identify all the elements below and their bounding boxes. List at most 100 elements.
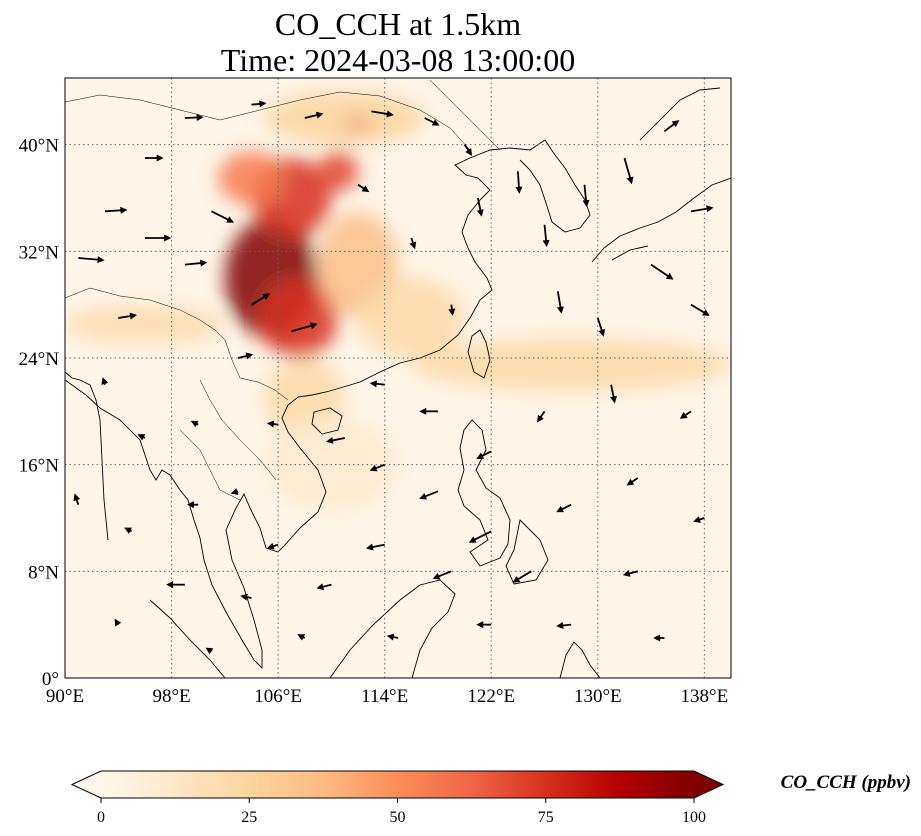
wind-vector-head xyxy=(431,119,440,126)
wind-vector-head xyxy=(137,434,146,441)
wind-vector-shaft xyxy=(623,157,632,181)
borneo-coastline xyxy=(329,579,456,678)
colorbar-gradient xyxy=(101,771,694,798)
wind-vector xyxy=(144,234,172,242)
wind-vector xyxy=(357,183,370,193)
wind-vector-shaft xyxy=(78,257,101,261)
wind-vector xyxy=(386,633,399,641)
wind-vector xyxy=(650,263,674,280)
wind-vector-head xyxy=(166,581,174,589)
colorbar-ticks: 0 25 50 75 100 xyxy=(97,798,706,826)
wind-vector xyxy=(304,111,324,119)
wind-vectors xyxy=(73,100,714,655)
wind-vector-head xyxy=(315,111,324,119)
wind-vector xyxy=(184,259,208,267)
wind-vector xyxy=(556,621,572,629)
wind-vector xyxy=(409,237,417,250)
japan-coastline xyxy=(591,87,731,263)
wind-vector-head xyxy=(679,412,688,419)
wind-vector xyxy=(240,593,252,601)
wind-vector-head xyxy=(325,436,334,444)
wind-vector-head xyxy=(432,572,441,580)
philippines-coastline xyxy=(457,419,549,585)
border-line xyxy=(179,429,241,501)
wind-vector-head xyxy=(542,239,550,248)
wind-vector xyxy=(663,120,680,133)
wind-vector-head xyxy=(230,488,239,495)
wind-vector-head xyxy=(468,536,477,543)
colorbar-label: CO_CCH (ppbv) xyxy=(781,772,911,793)
wind-vector-head xyxy=(512,575,521,583)
wind-vector xyxy=(137,434,146,441)
wind-vector-head xyxy=(156,154,164,162)
wind-vector-head xyxy=(419,407,427,415)
wind-vector xyxy=(476,621,492,629)
wind-vector-head xyxy=(129,312,138,320)
border-line xyxy=(65,287,289,401)
wind-vector-head xyxy=(226,216,235,223)
co-plume xyxy=(264,91,425,145)
wind-vector xyxy=(690,303,710,316)
wind-vector xyxy=(118,312,138,320)
wind-vector-head xyxy=(476,209,484,217)
wind-vector xyxy=(73,493,81,505)
wind-vector-shaft xyxy=(690,207,710,213)
colorbar-min-extension xyxy=(72,771,101,798)
wind-vector-head xyxy=(515,186,523,194)
wind-vector xyxy=(237,352,254,360)
wind-vector xyxy=(114,618,122,627)
wind-vector-head xyxy=(386,110,394,118)
wind-vector xyxy=(184,114,204,122)
colorbar-tick-label: 75 xyxy=(538,809,554,826)
wind-vector xyxy=(515,171,523,194)
lat-tick-label: 8°N xyxy=(28,562,59,583)
wind-vector-head xyxy=(626,176,634,185)
wind-vector-head xyxy=(240,593,248,601)
colorbar-tick-label: 0 xyxy=(97,809,105,826)
wind-vector xyxy=(371,110,394,118)
wind-vector xyxy=(432,570,452,580)
wind-vector-head xyxy=(582,199,590,208)
wind-vector-head xyxy=(101,377,109,385)
wind-vector xyxy=(186,501,199,509)
wind-vector xyxy=(419,407,438,415)
co-plume xyxy=(358,278,465,358)
korea-coastline xyxy=(454,139,591,249)
wind-vector xyxy=(542,224,550,248)
wind-vector-head xyxy=(701,309,710,316)
wind-vector-head xyxy=(665,272,674,280)
wind-vector xyxy=(166,581,185,589)
wind-vector-head xyxy=(409,241,417,250)
wind-vector-head xyxy=(369,464,378,472)
wind-vector-head xyxy=(266,542,275,550)
wind-vector-shaft xyxy=(650,263,671,279)
wind-vector-head xyxy=(622,569,631,577)
co-plume xyxy=(264,358,345,438)
wind-vector xyxy=(448,304,456,316)
wind-vector-shaft xyxy=(516,171,521,190)
wind-vector-head xyxy=(626,478,635,486)
wind-vector xyxy=(679,410,692,419)
colorbar-tick-label: 100 xyxy=(682,809,706,826)
lon-tick-label: 122°E xyxy=(467,686,515,707)
wind-vector-head xyxy=(465,148,473,156)
lat-tick-label: 0° xyxy=(42,669,59,690)
wind-vector xyxy=(251,100,267,108)
lat-tick-label: 16°N xyxy=(19,456,60,477)
wind-vector-head xyxy=(556,621,564,629)
wind-vector xyxy=(512,570,532,583)
co-plume xyxy=(258,278,339,358)
wind-vector-head xyxy=(448,308,456,316)
wind-vector xyxy=(476,197,484,217)
map-frame xyxy=(64,77,732,679)
wind-vector-head xyxy=(309,322,318,330)
wind-vector xyxy=(190,420,199,428)
colorbar-tick-label: 25 xyxy=(241,809,257,826)
wind-vector xyxy=(291,322,318,333)
wind-vector-shaft xyxy=(471,530,492,542)
colorbar-tick-label: 50 xyxy=(390,809,406,826)
wind-vector-head xyxy=(610,395,617,404)
wind-vector-head xyxy=(262,293,271,301)
wind-vector xyxy=(610,384,617,404)
wind-vector-shaft xyxy=(291,324,315,333)
